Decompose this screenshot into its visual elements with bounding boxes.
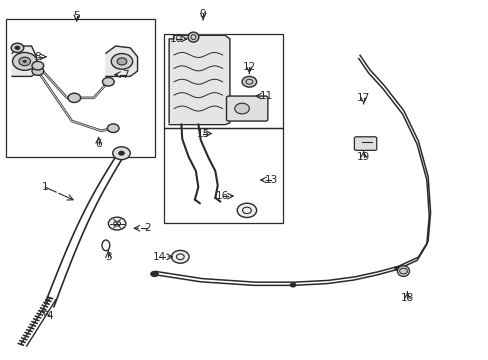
Circle shape bbox=[32, 67, 43, 75]
Circle shape bbox=[11, 43, 24, 53]
FancyBboxPatch shape bbox=[354, 137, 376, 150]
Text: 2: 2 bbox=[143, 223, 150, 233]
Text: 10: 10 bbox=[169, 34, 183, 44]
Ellipse shape bbox=[397, 266, 409, 276]
Circle shape bbox=[234, 103, 249, 114]
Circle shape bbox=[107, 124, 119, 132]
Circle shape bbox=[102, 77, 114, 86]
Circle shape bbox=[13, 53, 37, 70]
Text: 13: 13 bbox=[264, 175, 277, 185]
Bar bbox=[6, 19, 154, 157]
Circle shape bbox=[289, 283, 296, 288]
Text: 9: 9 bbox=[200, 9, 206, 19]
Circle shape bbox=[113, 147, 130, 159]
Circle shape bbox=[19, 57, 30, 66]
Circle shape bbox=[242, 76, 256, 87]
Polygon shape bbox=[169, 35, 229, 123]
Polygon shape bbox=[12, 46, 38, 76]
Text: 4: 4 bbox=[46, 311, 53, 321]
Text: 12: 12 bbox=[242, 63, 255, 72]
Circle shape bbox=[108, 217, 125, 230]
Text: 16: 16 bbox=[216, 191, 229, 201]
Circle shape bbox=[150, 271, 159, 277]
Text: 11: 11 bbox=[259, 91, 272, 101]
Text: 1: 1 bbox=[42, 182, 48, 192]
FancyBboxPatch shape bbox=[226, 96, 267, 121]
Circle shape bbox=[23, 60, 27, 63]
Text: 14: 14 bbox=[152, 252, 166, 262]
Circle shape bbox=[111, 54, 132, 69]
Text: 5: 5 bbox=[73, 11, 80, 21]
Text: 6: 6 bbox=[95, 139, 102, 149]
Text: 3: 3 bbox=[105, 252, 111, 262]
Circle shape bbox=[32, 62, 43, 70]
Circle shape bbox=[117, 58, 126, 65]
Text: 17: 17 bbox=[356, 93, 369, 103]
Circle shape bbox=[393, 266, 400, 271]
Text: 18: 18 bbox=[400, 293, 413, 303]
Polygon shape bbox=[106, 46, 137, 76]
Circle shape bbox=[237, 203, 256, 217]
Text: 8: 8 bbox=[35, 52, 41, 62]
Bar bbox=[164, 128, 283, 223]
Text: 15: 15 bbox=[196, 129, 209, 139]
Bar bbox=[164, 33, 283, 128]
Circle shape bbox=[118, 151, 124, 156]
Circle shape bbox=[68, 93, 81, 103]
Circle shape bbox=[15, 46, 20, 50]
Text: 19: 19 bbox=[356, 152, 369, 162]
Circle shape bbox=[171, 250, 189, 263]
Ellipse shape bbox=[188, 32, 199, 42]
Text: 7: 7 bbox=[122, 69, 128, 80]
